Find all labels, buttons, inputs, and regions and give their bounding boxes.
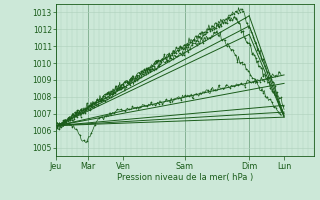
X-axis label: Pression niveau de la mer( hPa ): Pression niveau de la mer( hPa ) [117,173,253,182]
